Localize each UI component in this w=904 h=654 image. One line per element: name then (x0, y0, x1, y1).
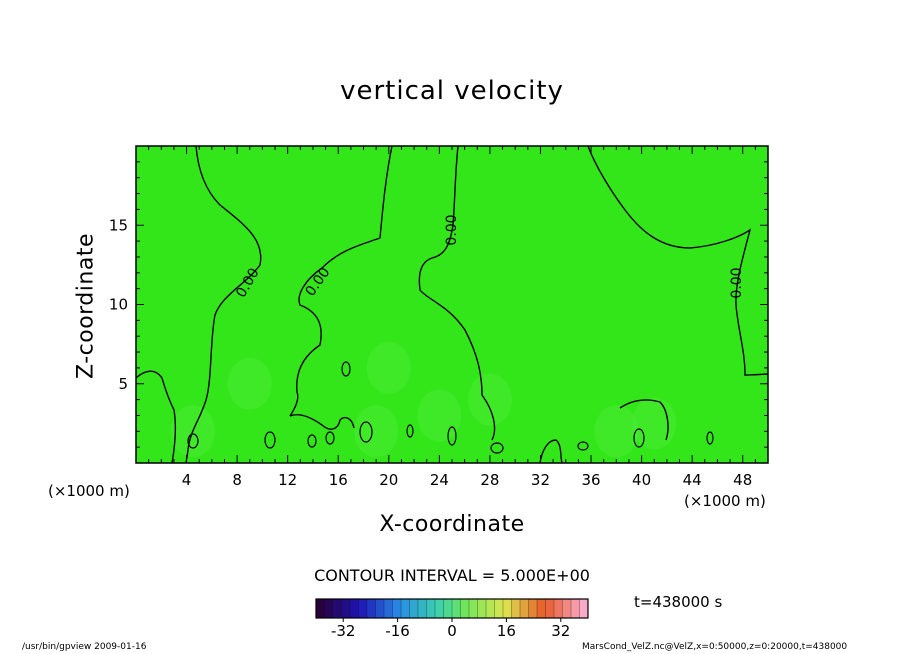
footer-right: MarsCond_VelZ.nc@VelZ,x=0:50000,z=0:2000… (582, 642, 848, 652)
contour-cell (633, 428, 645, 448)
zero-contour (539, 439, 563, 464)
contour-cell (325, 431, 335, 445)
x-tick-label: 16 (329, 471, 348, 489)
fluctuation-patch (417, 389, 462, 442)
x-tick-label: 28 (480, 471, 499, 489)
colorbar-cell (341, 599, 351, 618)
x-tick-label: 8 (232, 471, 242, 489)
x-tick-label: 4 (182, 471, 192, 489)
x-axis-label: X-coordinate (379, 512, 525, 537)
fluctuation-patch (227, 357, 272, 410)
field-background (136, 146, 768, 463)
contour-cell (307, 434, 317, 448)
contour-cell (706, 431, 714, 445)
colorbar-cell (426, 599, 436, 618)
colorbar-cell (537, 599, 546, 618)
contour-cell (359, 421, 373, 443)
contour-label: 0.00 (729, 267, 745, 298)
zero-contour (587, 145, 769, 376)
colorbar-cell (494, 599, 504, 618)
time-label: t=438000 s (634, 593, 723, 611)
colorbar-tick-label: -16 (385, 622, 410, 640)
colorbar-cell (350, 599, 359, 618)
colorbar-cell (579, 599, 589, 618)
contour-cell (447, 426, 457, 446)
colorbar-cell (384, 599, 393, 618)
colorbar-cell (554, 599, 563, 618)
contour-label: 0.00 (444, 214, 460, 245)
fluctuation-patch (632, 397, 677, 450)
colorbar-cell (562, 599, 572, 618)
colorbar-tick-label: 16 (497, 622, 516, 640)
colorbar-cell (418, 599, 427, 618)
footer-left: /usr/bin/gpview 2009-01-16 (22, 642, 147, 652)
colorbar-cell (528, 599, 538, 618)
colorbar-cell (316, 599, 325, 618)
colorbar-cell (401, 599, 410, 618)
zero-contour (289, 414, 355, 430)
colorbar-cell (367, 599, 376, 618)
colorbar-cell (486, 599, 495, 618)
zero-contour (289, 145, 393, 417)
colorbar-cell (375, 599, 385, 618)
x-tick-label: 32 (531, 471, 550, 489)
contour-cell (341, 361, 351, 377)
colorbar-cell (452, 599, 461, 618)
colorbar-cell (435, 599, 444, 618)
fluctuation-patch (354, 405, 399, 458)
contour-cell (490, 442, 504, 454)
colorbar-cell (443, 599, 453, 618)
zero-contour (185, 145, 262, 464)
y-tick-label: 10 (109, 296, 128, 314)
colorbar-cell (469, 599, 478, 618)
colorbar-tick-label: 32 (551, 622, 570, 640)
x-tick-label: 44 (683, 471, 702, 489)
y-tick-label: 5 (118, 375, 128, 393)
colorbar-cell (503, 599, 512, 618)
colorbar-cell (520, 599, 529, 618)
colorbar-cell (358, 599, 368, 618)
x-tick-label: 24 (430, 471, 449, 489)
colorbar-tick-label: -32 (331, 622, 356, 640)
x-tick-label: 12 (278, 471, 297, 489)
contour-cell (406, 424, 414, 438)
zero-contour (418, 145, 496, 441)
fluctuation-patch (467, 373, 512, 426)
contour-cell (577, 441, 589, 451)
colorbar-tick-label: 0 (447, 622, 457, 640)
contour-cell (264, 431, 276, 449)
colorbar-cell (545, 599, 555, 618)
colorbar-cell (392, 599, 402, 618)
x-tick-label: 48 (733, 471, 752, 489)
fluctuation-patch (366, 341, 411, 394)
colorbar-cell (571, 599, 580, 618)
contour-cell (187, 433, 199, 449)
colorbar-cell (324, 599, 334, 618)
fluctuation-patch (594, 405, 639, 458)
y-tick-label: 15 (109, 216, 128, 234)
x-tick-label: 36 (581, 471, 600, 489)
contour-interval: CONTOUR INTERVAL = 5.000E+00 (314, 566, 590, 585)
x-unit-label-left: (×1000 m) (48, 482, 130, 500)
colorbar-cell (333, 599, 342, 618)
x-unit-label-right: (×1000 m) (684, 492, 766, 510)
x-tick-label: 20 (379, 471, 398, 489)
colorbar-cell (460, 599, 470, 618)
colorbar-cell (477, 599, 487, 618)
zero-contour (135, 370, 177, 464)
zero-contour (619, 399, 669, 441)
chart-title: vertical velocity (340, 76, 564, 106)
colorbar-cell (511, 599, 521, 618)
colorbar-cell (409, 599, 419, 618)
x-tick-label: 40 (632, 471, 651, 489)
y-axis-label: Z-coordinate (73, 233, 99, 379)
